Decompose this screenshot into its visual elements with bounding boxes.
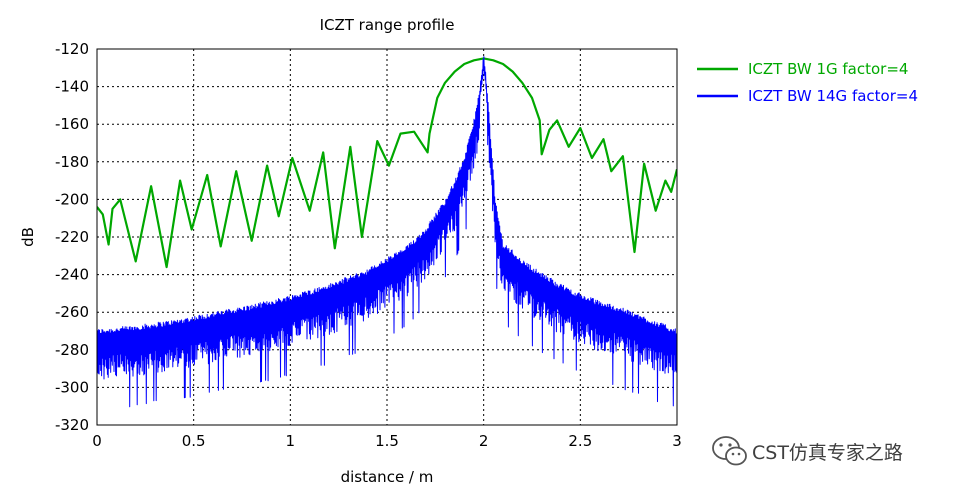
tick-labels: 0 0.5 1 1.5 2 2.5 3 -120 -140 -160 -180 -200 -220 -24… (55, 40, 682, 450)
x-tick-label: 2 (479, 432, 489, 450)
x-tick-label: 0 (92, 432, 102, 450)
y-tick-label: -120 (55, 40, 89, 58)
grid (97, 49, 677, 425)
plot-frame (96, 48, 678, 426)
y-tick-label: -140 (55, 78, 89, 96)
legend-label: ICZT BW 1G factor=4 (748, 60, 908, 78)
y-axis-title: dB (19, 227, 37, 247)
y-tick-label: -180 (55, 153, 89, 171)
x-tick-label: 1.5 (375, 432, 399, 450)
wechat-icon (712, 436, 747, 466)
watermark: CST仿真专家之路 (712, 436, 903, 466)
x-axis-title: distance / m (341, 468, 434, 486)
y-tick-label: -300 (55, 378, 89, 396)
x-tick-label: 1 (286, 432, 296, 450)
chart-title: ICZT range profile (320, 16, 455, 34)
x-tick-label: 3 (672, 432, 682, 450)
y-tick-label: -220 (55, 228, 89, 246)
y-tick-label: -240 (55, 266, 89, 284)
y-tick-label: -200 (55, 190, 89, 208)
series-line (97, 57, 677, 269)
watermark-text: CST仿真专家之路 (752, 442, 903, 464)
series-line (97, 56, 677, 408)
legend-label: ICZT BW 14G factor=4 (748, 87, 918, 105)
y-tick-label: -280 (55, 341, 89, 359)
y-tick-label: -160 (55, 115, 89, 133)
y-tick-label: -320 (55, 416, 89, 434)
legend: ICZT BW 1G factor=4 ICZT BW 14G factor=4 (697, 60, 918, 105)
y-tick-label: -260 (55, 303, 89, 321)
x-tick-label: 2.5 (568, 432, 592, 450)
x-tick-label: 0.5 (182, 432, 206, 450)
plot-area (97, 56, 677, 408)
